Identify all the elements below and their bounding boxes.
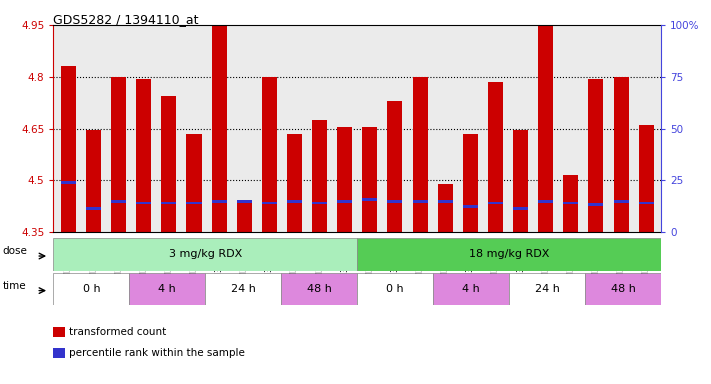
Text: 48 h: 48 h (307, 284, 332, 294)
Bar (363, 127, 378, 232)
Bar (363, 198, 378, 201)
Bar (53, 327, 65, 337)
Text: 24 h: 24 h (231, 284, 256, 294)
Bar (387, 101, 402, 232)
Text: 0 h: 0 h (387, 284, 404, 294)
Text: 4 h: 4 h (159, 284, 176, 294)
Bar (86, 130, 101, 232)
Bar (463, 205, 478, 208)
Bar (186, 202, 201, 204)
Bar (312, 120, 327, 232)
Bar (237, 201, 252, 232)
Bar (538, 25, 553, 232)
Bar (86, 207, 101, 210)
Bar (337, 127, 352, 232)
Bar (463, 134, 478, 232)
Text: 18 mg/kg RDX: 18 mg/kg RDX (469, 249, 550, 260)
Bar (186, 134, 201, 232)
Bar (161, 96, 176, 232)
Bar (287, 134, 302, 232)
Bar (563, 175, 578, 232)
Bar (488, 202, 503, 204)
Bar (61, 66, 76, 232)
Bar (312, 202, 327, 204)
Text: dose: dose (3, 246, 28, 256)
Bar (638, 125, 653, 232)
Bar (282, 273, 358, 305)
Bar (589, 78, 604, 232)
Bar (53, 273, 129, 305)
Bar (433, 273, 509, 305)
Bar (614, 200, 629, 203)
Text: transformed count: transformed count (70, 327, 166, 337)
Bar (638, 202, 653, 204)
Bar (262, 202, 277, 204)
Text: 48 h: 48 h (611, 284, 636, 294)
Bar (337, 200, 352, 203)
Bar (129, 273, 205, 305)
Text: 3 mg/kg RDX: 3 mg/kg RDX (169, 249, 242, 260)
Bar (513, 130, 528, 232)
Bar (111, 77, 126, 232)
Bar (53, 238, 357, 271)
Text: 0 h: 0 h (82, 284, 100, 294)
Bar (357, 273, 433, 305)
Bar (137, 78, 151, 232)
Bar (412, 77, 427, 232)
Bar (513, 207, 528, 210)
Text: 4 h: 4 h (462, 284, 480, 294)
Bar (212, 25, 227, 232)
Bar (111, 200, 126, 203)
Bar (61, 181, 76, 184)
Bar (212, 200, 227, 203)
Text: 24 h: 24 h (535, 284, 560, 294)
Bar (438, 184, 453, 232)
Bar (387, 200, 402, 203)
Bar (589, 203, 604, 206)
Bar (205, 273, 282, 305)
Bar (563, 202, 578, 204)
Bar (488, 82, 503, 232)
Bar (509, 273, 585, 305)
Bar (137, 202, 151, 204)
Bar (262, 77, 277, 232)
Bar (287, 200, 302, 203)
Bar (237, 200, 252, 203)
Text: percentile rank within the sample: percentile rank within the sample (70, 348, 245, 358)
Text: GDS5282 / 1394110_at: GDS5282 / 1394110_at (53, 13, 199, 26)
Bar (438, 200, 453, 203)
Bar (161, 202, 176, 204)
Text: time: time (3, 281, 26, 291)
Bar (538, 200, 553, 203)
Bar (614, 77, 629, 232)
Bar (53, 348, 65, 358)
Bar (585, 273, 661, 305)
Bar (357, 238, 661, 271)
Bar (412, 200, 427, 203)
